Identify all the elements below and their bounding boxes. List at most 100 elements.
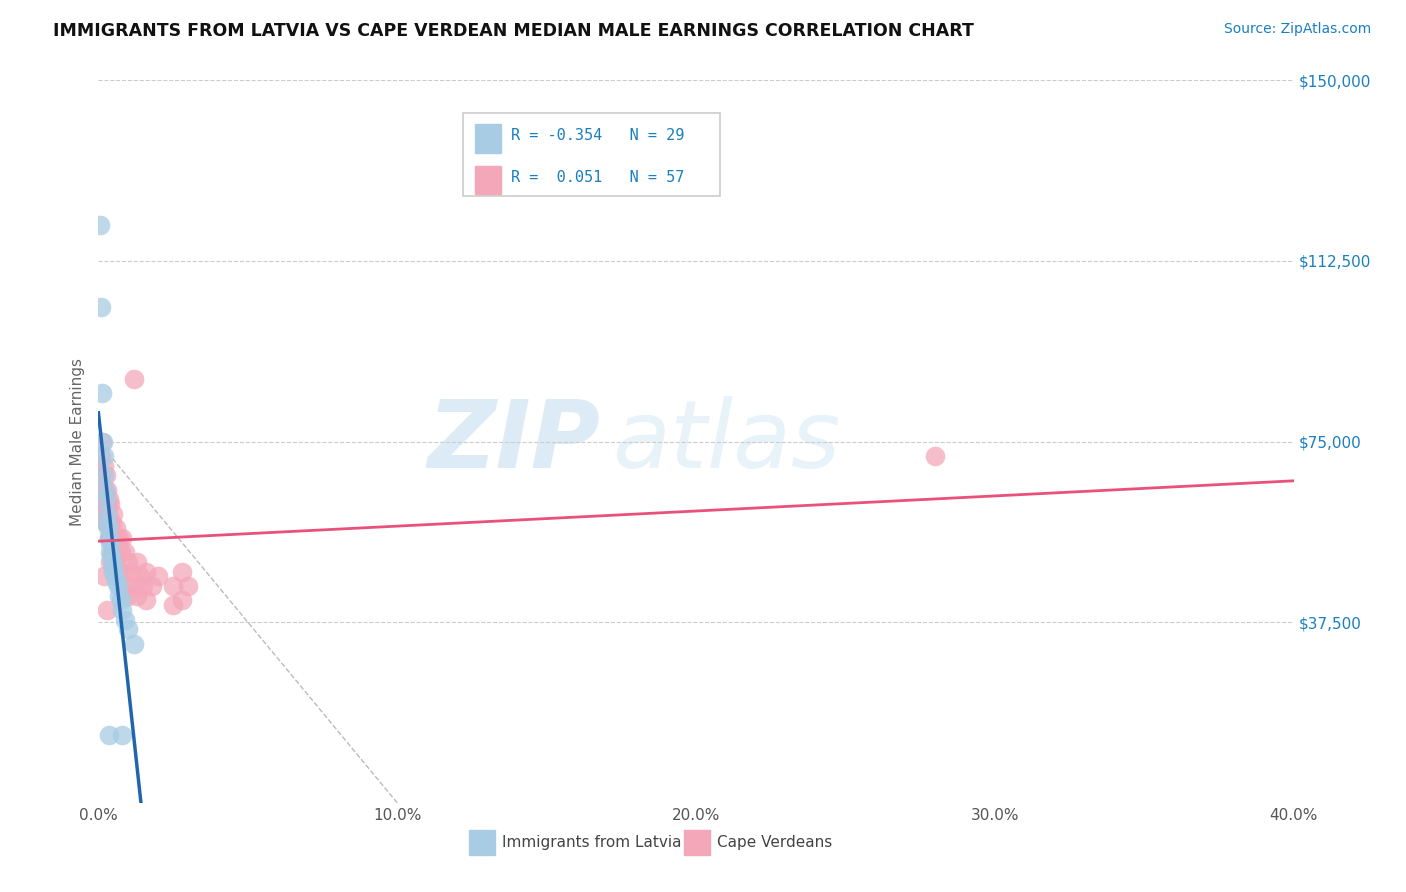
Point [94,492,117,507]
Point [90,300,112,314]
Point [98,497,122,511]
Point [141,579,163,593]
Point [91,483,114,497]
Point [90,468,112,483]
Point [105,555,128,569]
Point [98,516,121,531]
Point [96,516,118,531]
Point [96,497,118,511]
Point [114,579,136,593]
Text: ZIP: ZIP [427,395,600,488]
Point [108,589,131,603]
Point [132,579,155,593]
Point [101,545,124,559]
Point [94,483,117,497]
Point [162,599,184,613]
Point [107,541,129,555]
Point [93,458,115,473]
Point [101,516,124,531]
Point [111,531,134,545]
Point [103,565,125,579]
Point [94,507,117,521]
Point [114,545,136,559]
Text: IMMIGRANTS FROM LATVIA VS CAPE VERDEAN MEDIAN MALE EARNINGS CORRELATION CHART: IMMIGRANTS FROM LATVIA VS CAPE VERDEAN M… [53,22,974,40]
Point [97,531,120,545]
Point [97,531,120,545]
Point [98,535,121,549]
Point [107,579,129,593]
Point [97,507,120,521]
Point [117,623,139,637]
Point [96,603,118,617]
Point [127,555,149,569]
Point [105,521,128,535]
Bar [685,830,710,855]
Point [97,492,120,507]
Bar [475,166,501,194]
Point [100,550,122,565]
Point [127,589,149,603]
Point [104,531,127,545]
Point [101,555,124,569]
Point [91,386,114,401]
Point [89,218,111,232]
Point [111,565,134,579]
Text: R =  0.051   N = 57: R = 0.051 N = 57 [510,170,685,186]
Point [96,516,118,531]
Point [104,569,127,583]
Point [172,565,194,579]
Point [114,613,136,627]
Point [93,468,115,483]
Point [103,545,125,559]
Y-axis label: Median Male Earnings: Median Male Earnings [70,358,86,525]
Point [101,531,124,545]
Point [110,545,132,559]
Point [91,434,114,449]
Point [105,574,128,589]
Text: atlas: atlas [613,396,841,487]
Point [129,569,152,583]
Point [108,531,131,545]
Text: Source: ZipAtlas.com: Source: ZipAtlas.com [1223,22,1371,37]
Point [97,521,120,535]
Point [96,483,118,497]
Point [111,728,134,742]
Point [135,565,157,579]
Point [135,593,157,607]
FancyBboxPatch shape [463,112,720,196]
Point [98,555,122,569]
Point [94,516,117,531]
Bar [470,830,495,855]
Bar [475,124,501,153]
Point [162,579,184,593]
Point [124,579,146,593]
Point [96,507,118,521]
Text: Immigrants from Latvia: Immigrants from Latvia [502,835,682,850]
Point [172,593,194,607]
Point [110,593,132,607]
Point [93,449,115,463]
Point [177,579,200,593]
Point [124,372,146,386]
Point [98,545,122,559]
Point [120,565,142,579]
Point [94,468,117,483]
Text: R = -0.354   N = 29: R = -0.354 N = 29 [510,128,685,144]
Text: Cape Verdeans: Cape Verdeans [717,835,832,850]
Point [103,507,125,521]
Point [98,531,122,545]
Point [924,449,946,463]
Point [91,434,114,449]
Point [93,569,115,583]
Point [91,497,114,511]
Point [124,637,146,651]
Point [117,589,139,603]
Point [97,728,120,742]
Point [108,565,131,579]
Point [111,603,134,617]
Point [101,559,124,574]
Point [117,555,139,569]
Point [148,569,170,583]
Point [93,483,115,497]
Point [90,449,112,463]
